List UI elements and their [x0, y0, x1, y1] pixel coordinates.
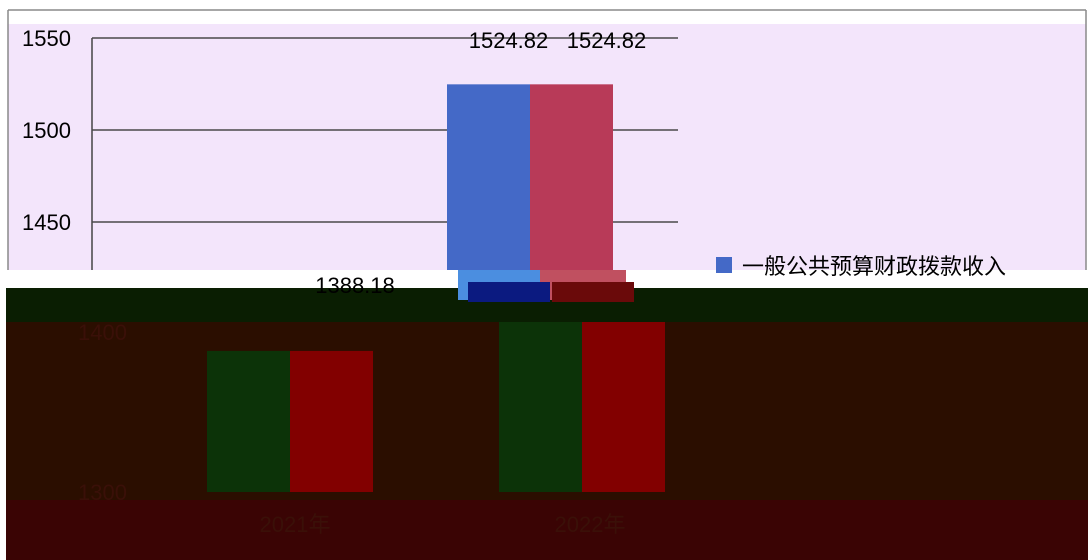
top-y-tick-1500: 1500 [22, 118, 71, 143]
category-label-2022: 2022年 [555, 512, 626, 537]
bottom-tick-labels: 1400 1300 [78, 320, 127, 505]
top-data-label-blue: 1524.82 [469, 28, 549, 53]
bottom-bar-1-1 [207, 350, 290, 492]
top-data-labels: 1524.82 1524.82 [469, 28, 647, 53]
legend-swatch-general-budget [716, 257, 732, 273]
bottom-bar-2-2 [582, 322, 665, 492]
legend-label-general-budget: 一般公共预算财政拨款收入 [742, 255, 1006, 280]
top-tick-labels: 1550 1500 1450 [22, 26, 71, 235]
bottom-bar-1-2 [290, 350, 373, 492]
bottom-y-tick-1300: 1300 [78, 480, 127, 505]
category-label-2021: 2021年 [260, 512, 331, 537]
bottom-y-tick-1400: 1400 [78, 320, 127, 345]
bottom-bars [207, 322, 665, 492]
top-y-tick-1550: 1550 [22, 26, 71, 51]
top-bar-series1-cat2 [447, 84, 530, 270]
top-data-label-red: 1524.82 [567, 28, 647, 53]
top-bars [447, 84, 613, 270]
bottom-bar-2-1 [499, 322, 582, 492]
top-bar-series2-cat2 [530, 84, 613, 270]
bottom-band-overlap-maroon [552, 282, 634, 302]
top-y-tick-1450: 1450 [22, 210, 71, 235]
bottom-band-overlap-dark [468, 282, 550, 302]
bottom-band-lower [6, 500, 1088, 560]
data-label-1388: 1388.18 [315, 273, 395, 298]
